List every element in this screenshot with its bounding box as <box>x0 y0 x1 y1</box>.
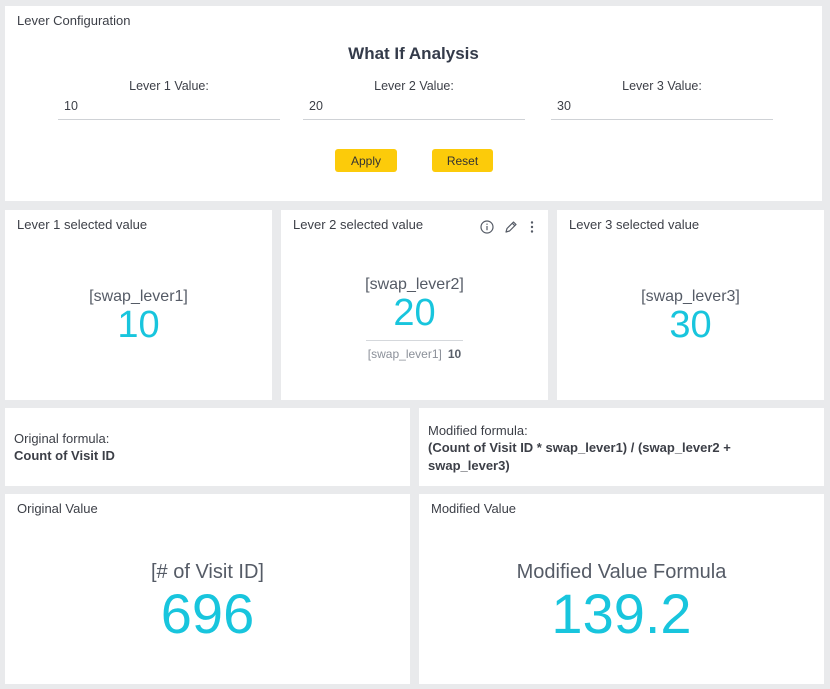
what-if-heading: What If Analysis <box>348 44 479 63</box>
modified-value-card: Modified Value Modified Value Formula 13… <box>419 494 824 684</box>
original-value-card: Original Value [# of Visit ID] 696 <box>5 494 410 684</box>
card-title: Lever 3 selected value <box>569 217 700 232</box>
lever-1-selected-card: Lever 1 selected value [swap_lever1] 10 <box>5 210 272 400</box>
lever-1-label: Lever 1 Value: <box>129 79 209 93</box>
kpi-divider <box>366 340 463 341</box>
original-formula-label: Original formula: <box>14 431 110 446</box>
lever-3-control: Lever 3 Value: 30 <box>551 79 773 120</box>
original-formula-text: Count of Visit ID <box>14 448 115 463</box>
kpi-value: 30 <box>669 304 712 346</box>
more-vertical-icon[interactable] <box>528 220 536 234</box>
kpi-field-name: [swap_lever3] <box>641 288 740 305</box>
modified-formula-card: Modified formula: (Count of Visit ID * s… <box>419 408 824 486</box>
kpi-comparison: [swap_lever1] 10 <box>281 347 548 361</box>
lever-configuration-card: Lever Configuration What If Analysis Lev… <box>5 6 822 201</box>
card-title: Original Value <box>17 501 98 516</box>
kpi-field-name: [# of Visit ID] <box>150 561 264 583</box>
kpi-value: 696 <box>160 582 255 645</box>
modified-formula-label: Modified formula: <box>428 423 528 438</box>
kpi-field-name: Modified Value Formula <box>516 561 727 583</box>
comparison-field: [swap_lever1] <box>367 347 442 361</box>
modified-formula-line-1: (Count of Visit ID * swap_lever1) / (swa… <box>428 440 731 455</box>
lever-2-input[interactable]: 20 <box>303 97 525 120</box>
apply-button[interactable]: Apply <box>335 149 397 172</box>
lever-3-selected-card: Lever 3 selected value [swap_lever3] 30 <box>557 210 824 400</box>
comparison-value: 10 <box>447 347 462 361</box>
kpi-value: 10 <box>117 304 160 346</box>
reset-button[interactable]: Reset <box>432 149 493 172</box>
original-formula-card: Original formula: Count of Visit ID <box>5 408 410 486</box>
card-title: Lever 1 selected value <box>17 217 148 232</box>
kpi-value: 139.2 <box>551 582 692 645</box>
kpi-field-name: [swap_lever1] <box>89 288 188 305</box>
card-title: Lever Configuration <box>17 13 131 28</box>
card-title: Lever 2 selected value <box>293 217 424 232</box>
lever-2-control: Lever 2 Value: 20 <box>303 79 525 120</box>
lever-3-label: Lever 3 Value: <box>622 79 702 93</box>
lever-2-label: Lever 2 Value: <box>374 79 454 93</box>
lever-1-control: Lever 1 Value: 10 <box>58 79 280 120</box>
card-toolbar <box>480 220 536 234</box>
kpi-value: 20 <box>393 292 436 334</box>
kpi-field-name: [swap_lever2] <box>365 276 464 293</box>
card-title: Modified Value <box>431 501 517 516</box>
modified-formula-text: (Count of Visit ID * swap_lever1) / (swa… <box>428 439 731 475</box>
lever-3-input[interactable]: 30 <box>551 97 773 120</box>
info-icon[interactable] <box>480 220 494 234</box>
modified-formula-line-2: swap_lever3) <box>428 458 510 473</box>
lever-2-selected-card: Lever 2 selected value [swap_lever2] 20 … <box>281 210 548 400</box>
edit-pencil-icon[interactable] <box>504 220 518 234</box>
lever-1-input[interactable]: 10 <box>58 97 280 120</box>
